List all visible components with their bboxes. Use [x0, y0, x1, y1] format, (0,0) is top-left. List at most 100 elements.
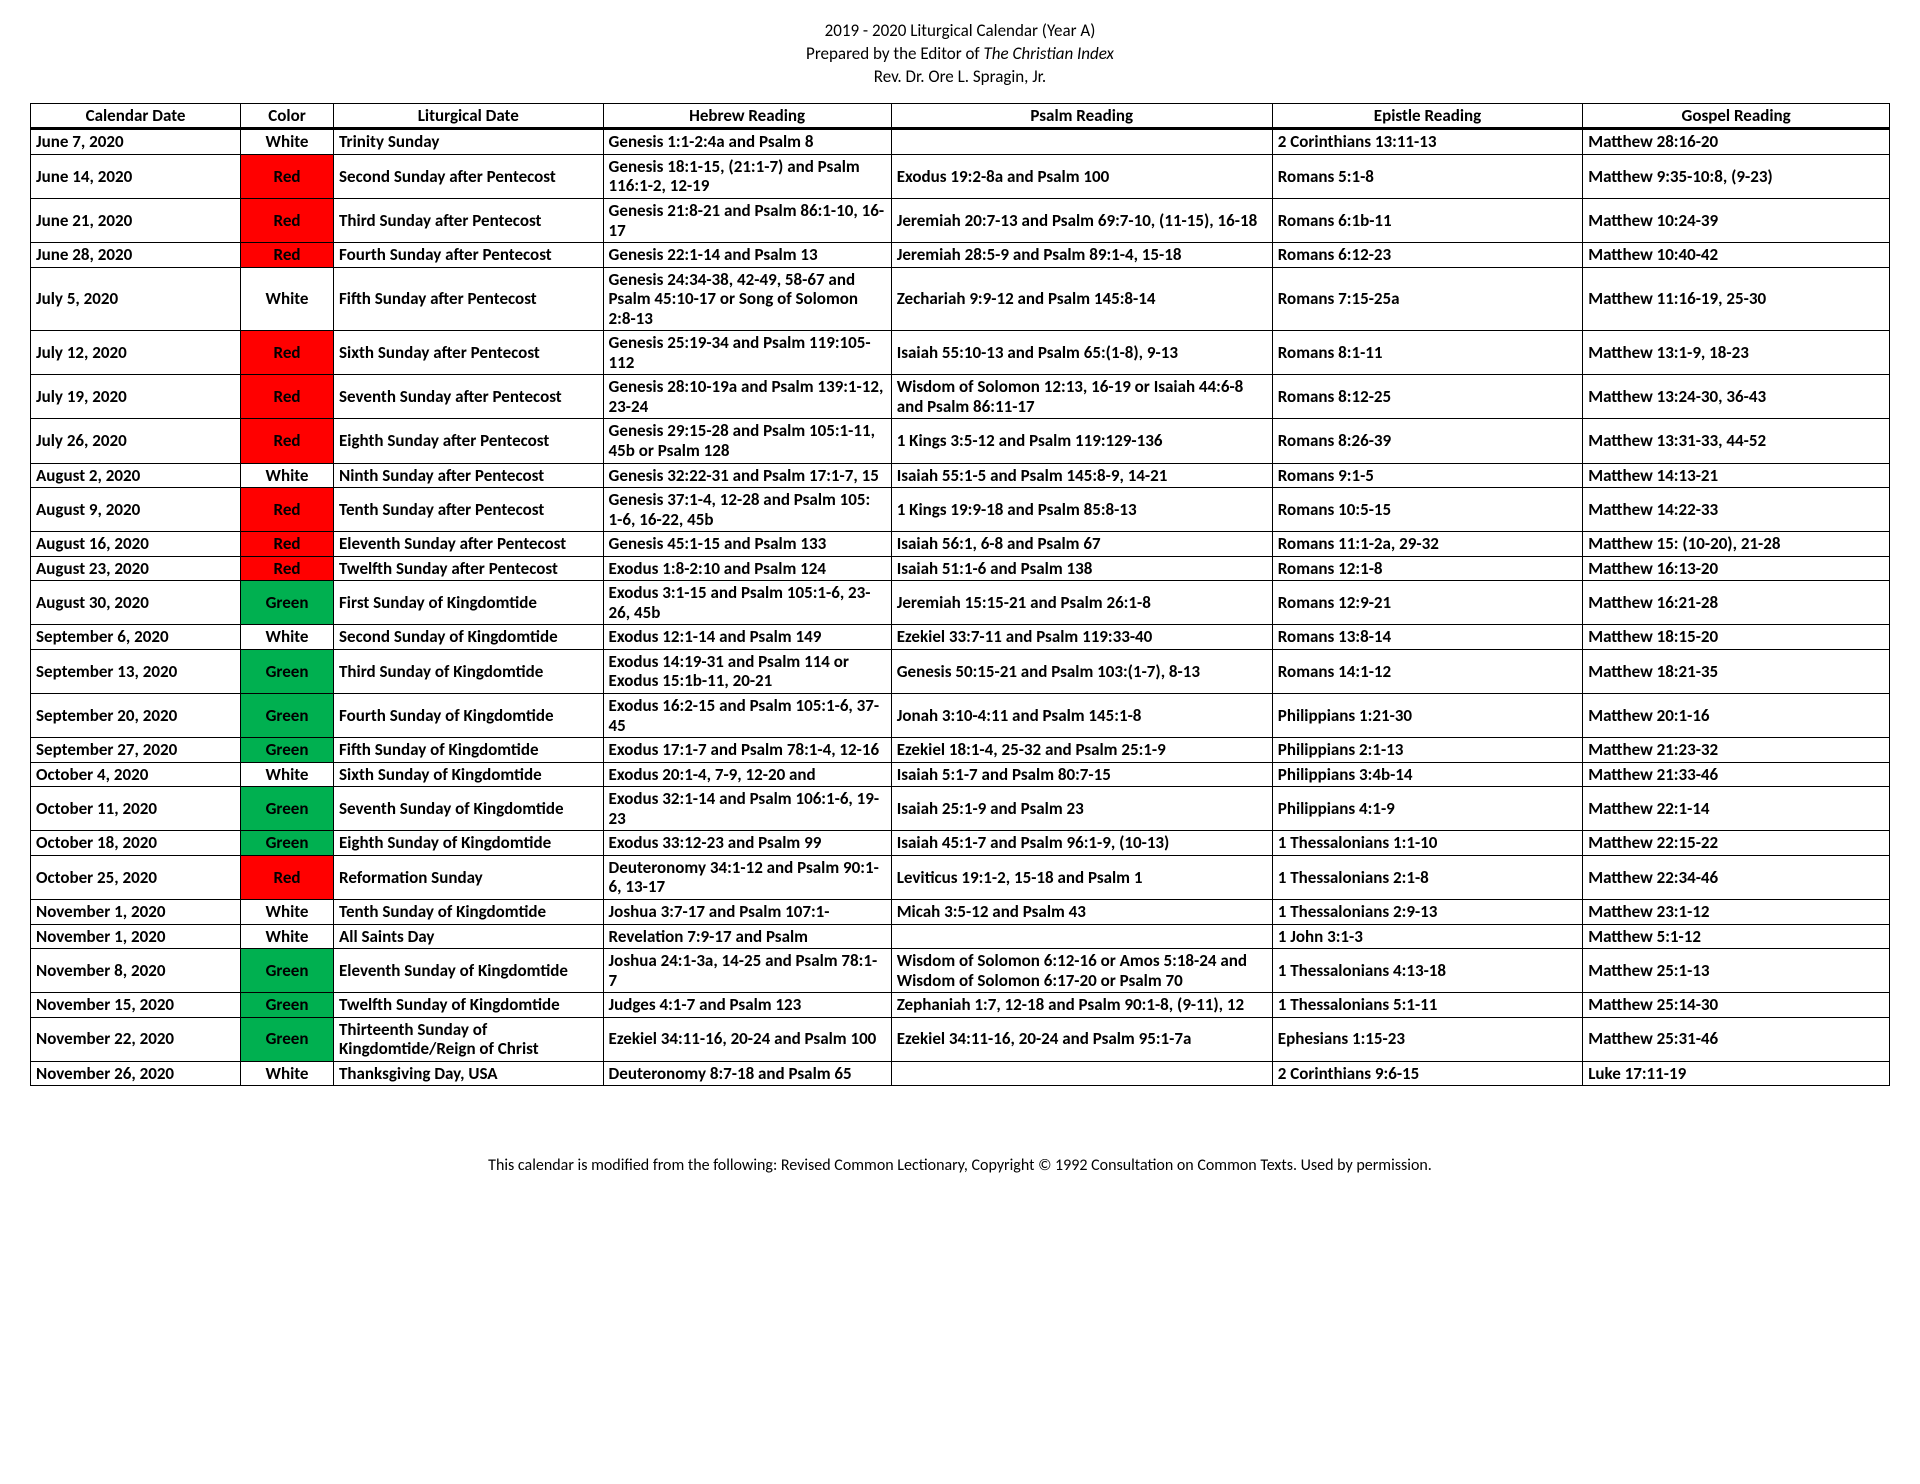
color-cell: White: [241, 924, 334, 949]
data-cell: June 21, 2020: [31, 199, 241, 243]
data-cell: Joshua 3:7-17 and Psalm 107:1-: [603, 899, 891, 924]
data-cell: Tenth Sunday of Kingdomtide: [334, 899, 604, 924]
data-cell: [891, 924, 1272, 949]
table-row: July 12, 2020RedSixth Sunday after Pente…: [31, 331, 1890, 375]
data-cell: July 26, 2020: [31, 419, 241, 463]
data-cell: Leviticus 19:1-2, 15-18 and Psalm 1: [891, 855, 1272, 899]
data-cell: 1 Thessalonians 1:1-10: [1272, 831, 1582, 856]
column-header: Calendar Date: [31, 103, 241, 129]
data-cell: Matthew 25:14-30: [1583, 993, 1890, 1018]
data-cell: Thanksgiving Day, USA: [334, 1061, 604, 1086]
table-row: September 20, 2020GreenFourth Sunday of …: [31, 694, 1890, 738]
data-cell: 1 John 3:1-3: [1272, 924, 1582, 949]
data-cell: September 13, 2020: [31, 649, 241, 693]
table-row: June 14, 2020RedSecond Sunday after Pent…: [31, 154, 1890, 198]
data-cell: Fifth Sunday of Kingdomtide: [334, 738, 604, 763]
data-cell: Zephaniah 1:7, 12-18 and Psalm 90:1-8, (…: [891, 993, 1272, 1018]
data-cell: Genesis 22:1-14 and Psalm 13: [603, 243, 891, 268]
data-cell: Twelfth Sunday of Kingdomtide: [334, 993, 604, 1018]
data-cell: Second Sunday after Pentecost: [334, 154, 604, 198]
table-row: July 26, 2020RedEighth Sunday after Pent…: [31, 419, 1890, 463]
data-cell: July 5, 2020: [31, 267, 241, 331]
table-row: October 25, 2020RedReformation SundayDeu…: [31, 855, 1890, 899]
data-cell: Fourth Sunday after Pentecost: [334, 243, 604, 268]
data-cell: Isaiah 25:1-9 and Psalm 23: [891, 787, 1272, 831]
color-cell: Red: [241, 855, 334, 899]
table-header-row: Calendar DateColorLiturgical DateHebrew …: [31, 103, 1890, 129]
data-cell: Philippians 1:21-30: [1272, 694, 1582, 738]
color-cell: White: [241, 463, 334, 488]
data-cell: Exodus 16:2-15 and Psalm 105:1-6, 37-45: [603, 694, 891, 738]
data-cell: Deuteronomy 34:1-12 and Psalm 90:1-6, 13…: [603, 855, 891, 899]
color-cell: Green: [241, 581, 334, 625]
data-cell: Isaiah 45:1-7 and Psalm 96:1-9, (10-13): [891, 831, 1272, 856]
color-cell: Red: [241, 243, 334, 268]
data-cell: Philippians 4:1-9: [1272, 787, 1582, 831]
data-cell: Zechariah 9:9-12 and Psalm 145:8-14: [891, 267, 1272, 331]
table-row: June 7, 2020WhiteTrinity SundayGenesis 1…: [31, 129, 1890, 155]
data-cell: Judges 4:1-7 and Psalm 123: [603, 993, 891, 1018]
data-cell: Romans 10:5-15: [1272, 488, 1582, 532]
data-cell: Wisdom of Solomon 12:13, 16-19 or Isaiah…: [891, 375, 1272, 419]
data-cell: October 11, 2020: [31, 787, 241, 831]
table-row: September 13, 2020GreenThird Sunday of K…: [31, 649, 1890, 693]
table-row: November 1, 2020WhiteTenth Sunday of Kin…: [31, 899, 1890, 924]
color-cell: White: [241, 762, 334, 787]
table-row: November 8, 2020GreenEleventh Sunday of …: [31, 949, 1890, 993]
data-cell: Matthew 10:40-42: [1583, 243, 1890, 268]
header-line2: Prepared by the Editor of The Christian …: [30, 43, 1890, 66]
color-cell: White: [241, 899, 334, 924]
data-cell: Exodus 17:1-7 and Psalm 78:1-4, 12-16: [603, 738, 891, 763]
color-cell: Red: [241, 199, 334, 243]
data-cell: Genesis 28:10-19a and Psalm 139:1-12, 23…: [603, 375, 891, 419]
data-cell: Eleventh Sunday of Kingdomtide: [334, 949, 604, 993]
data-cell: Jonah 3:10-4:11 and Psalm 145:1-8: [891, 694, 1272, 738]
column-header: Hebrew Reading: [603, 103, 891, 129]
data-cell: Exodus 20:1-4, 7-9, 12-20 and: [603, 762, 891, 787]
data-cell: Matthew 15: (10-20), 21-28: [1583, 532, 1890, 557]
data-cell: Seventh Sunday of Kingdomtide: [334, 787, 604, 831]
data-cell: Genesis 24:34-38, 42-49, 58-67 and Psalm…: [603, 267, 891, 331]
data-cell: Ezekiel 33:7-11 and Psalm 119:33-40: [891, 625, 1272, 650]
data-cell: Exodus 1:8-2:10 and Psalm 124: [603, 556, 891, 581]
table-row: July 19, 2020RedSeventh Sunday after Pen…: [31, 375, 1890, 419]
table-row: September 27, 2020GreenFifth Sunday of K…: [31, 738, 1890, 763]
data-cell: October 18, 2020: [31, 831, 241, 856]
table-row: October 18, 2020GreenEighth Sunday of Ki…: [31, 831, 1890, 856]
data-cell: Isaiah 55:1-5 and Psalm 145:8-9, 14-21: [891, 463, 1272, 488]
color-cell: Red: [241, 556, 334, 581]
data-cell: Matthew 14:22-33: [1583, 488, 1890, 532]
table-row: August 30, 2020GreenFirst Sunday of King…: [31, 581, 1890, 625]
data-cell: Matthew 13:31-33, 44-52: [1583, 419, 1890, 463]
data-cell: Matthew 22:15-22: [1583, 831, 1890, 856]
data-cell: Deuteronomy 8:7-18 and Psalm 65: [603, 1061, 891, 1086]
color-cell: Green: [241, 949, 334, 993]
data-cell: 2 Corinthians 13:11-13: [1272, 129, 1582, 155]
data-cell: November 8, 2020: [31, 949, 241, 993]
data-cell: Matthew 22:1-14: [1583, 787, 1890, 831]
data-cell: Genesis 50:15-21 and Psalm 103:(1-7), 8-…: [891, 649, 1272, 693]
data-cell: November 26, 2020: [31, 1061, 241, 1086]
color-cell: Green: [241, 649, 334, 693]
data-cell: Genesis 45:1-15 and Psalm 133: [603, 532, 891, 557]
data-cell: Matthew 21:33-46: [1583, 762, 1890, 787]
data-cell: Matthew 18:15-20: [1583, 625, 1890, 650]
table-row: July 5, 2020WhiteFifth Sunday after Pent…: [31, 267, 1890, 331]
data-cell: Matthew 10:24-39: [1583, 199, 1890, 243]
data-cell: Romans 14:1-12: [1272, 649, 1582, 693]
data-cell: Genesis 21:8-21 and Psalm 86:1-10, 16-17: [603, 199, 891, 243]
data-cell: Matthew 22:34-46: [1583, 855, 1890, 899]
data-cell: Matthew 16:21-28: [1583, 581, 1890, 625]
data-cell: Romans 8:12-25: [1272, 375, 1582, 419]
table-row: June 28, 2020RedFourth Sunday after Pent…: [31, 243, 1890, 268]
color-cell: White: [241, 1061, 334, 1086]
table-row: June 21, 2020RedThird Sunday after Pente…: [31, 199, 1890, 243]
data-cell: September 6, 2020: [31, 625, 241, 650]
data-cell: Matthew 21:23-32: [1583, 738, 1890, 763]
table-row: October 11, 2020GreenSeventh Sunday of K…: [31, 787, 1890, 831]
column-header: Gospel Reading: [1583, 103, 1890, 129]
data-cell: June 28, 2020: [31, 243, 241, 268]
data-cell: Romans 5:1-8: [1272, 154, 1582, 198]
table-row: November 26, 2020WhiteThanksgiving Day, …: [31, 1061, 1890, 1086]
data-cell: 1 Thessalonians 5:1-11: [1272, 993, 1582, 1018]
